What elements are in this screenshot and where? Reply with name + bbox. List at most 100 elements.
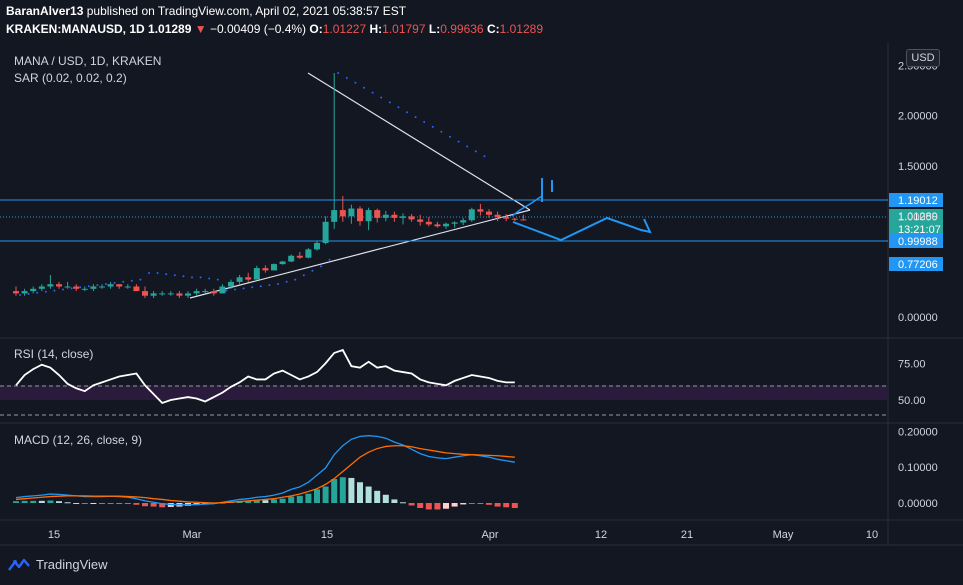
sar-dot (36, 291, 39, 294)
sar-dots (19, 72, 486, 296)
macd-histogram-bar (365, 486, 372, 503)
macd-histogram-bar (56, 501, 62, 503)
sar-dot (165, 273, 168, 276)
candle-body (185, 293, 191, 296)
time-tick-label: 15 (48, 529, 60, 541)
macd-histogram-bar (30, 500, 37, 503)
sar-dot (62, 288, 64, 291)
time-axis: 15 Mar 15 Apr 12 21 May 10 (48, 529, 878, 541)
macd-histogram-bar (305, 493, 312, 503)
symbol-label[interactable]: KRAKEN:MANAUSD, 1D (6, 22, 145, 36)
candle-body (305, 249, 312, 258)
sar-dot (371, 91, 374, 94)
sar-dot (457, 140, 460, 143)
price-axis: 2.500002.000001.500001.000000.0000075.00… (898, 60, 938, 510)
sar-dot (320, 265, 322, 268)
sar-dot (182, 275, 185, 278)
sar-dot (328, 258, 331, 261)
sar-dot (242, 287, 245, 290)
countdown-text: 13:21:07 (898, 224, 941, 236)
macd-histogram-bar (451, 503, 458, 507)
close-label: C: (486, 22, 500, 36)
time-tick-label: Mar (183, 529, 202, 541)
macd-histogram-bar (468, 503, 475, 504)
sar-dot (156, 272, 159, 274)
macd-histogram-bar (339, 477, 346, 503)
grid (0, 42, 963, 546)
macd-histogram-bar (253, 500, 260, 503)
candle-body (219, 286, 226, 294)
footer-brand[interactable]: TradingView (8, 557, 108, 572)
candle-body (202, 291, 209, 293)
tradingview-logo-icon (8, 558, 30, 571)
price-label-text: 1.01289 (898, 211, 938, 223)
sar-dot (294, 278, 297, 281)
macd-pane (13, 435, 518, 510)
sar-dot (380, 96, 383, 99)
macd-tick-label: 0.10000 (898, 462, 938, 474)
sar-dot (388, 101, 391, 104)
candle-body (400, 216, 406, 218)
price-label-text: 0.77206 (898, 259, 938, 271)
candle-body (322, 221, 329, 243)
macd-histogram-bar (90, 503, 97, 504)
candle-body (511, 218, 518, 220)
sar-dot (70, 287, 73, 290)
price-change: −0.00409 (−0.4%) (209, 22, 307, 36)
currency-button[interactable]: USD (906, 49, 940, 67)
macd-tick-label: 0.00000 (898, 498, 938, 510)
low-label: L: (428, 22, 441, 36)
time-tick-label: 10 (866, 529, 878, 541)
candle-body (142, 291, 148, 296)
macd-histogram-bar (503, 503, 510, 508)
price-label-text: 0.99988 (898, 236, 938, 248)
time-tick-label: May (773, 529, 794, 541)
candle-body (271, 264, 277, 271)
candle-body (374, 210, 381, 218)
macd-histogram-bar (331, 479, 338, 503)
sar-dot (354, 81, 357, 84)
macd-histogram-bar (417, 503, 424, 509)
macd-histogram-bar (511, 503, 518, 509)
author-name[interactable]: BaranAlver13 (6, 4, 84, 18)
sar-dot (87, 285, 90, 288)
sar-dot (302, 274, 305, 277)
candle-body (56, 284, 62, 287)
candle-body (288, 255, 295, 262)
time-tick-label: 12 (595, 529, 607, 541)
price-label-tag (889, 234, 943, 248)
macd-histogram-bar (99, 503, 105, 504)
candle-body (99, 286, 105, 288)
macd-histogram-bar (477, 503, 484, 504)
down-arrow-icon: ▼ (194, 22, 207, 36)
sar-dot (345, 76, 348, 79)
candle-body (339, 210, 346, 217)
price-label-text: 1.19012 (898, 195, 938, 207)
candle-body (331, 210, 338, 222)
sar-dot (423, 121, 426, 123)
macd-histogram-bar (133, 503, 140, 505)
candle-body (494, 214, 501, 218)
macd-histogram-bar (279, 498, 286, 503)
macd-histogram-bar (400, 502, 406, 504)
candle-body (133, 286, 140, 292)
last-price: 1.01289 (148, 22, 192, 36)
macd-histogram-bar (271, 499, 277, 503)
rsi-label: RSI (14, close) (14, 347, 93, 361)
sar-dot (208, 277, 211, 280)
macd-histogram-bar (434, 503, 441, 510)
rsi-line (15, 348, 515, 404)
macd-histogram-bar (150, 503, 157, 507)
sar-dot (216, 278, 219, 281)
publish-line: BaranAlver13 published on TradingView.co… (6, 4, 406, 18)
pane-labels: MANA / USD, 1D, KRAKEN SAR (0.02, 0.02, 0… (14, 54, 161, 447)
sar-dot (337, 72, 340, 74)
candle-body (73, 286, 80, 289)
close-value: 1.01289 (499, 22, 544, 36)
resistance-trendline (307, 72, 531, 211)
candle-body (477, 209, 484, 212)
macd-histogram-bar (425, 503, 432, 510)
macd-histogram-bar (81, 503, 88, 504)
candle-body (365, 210, 372, 222)
